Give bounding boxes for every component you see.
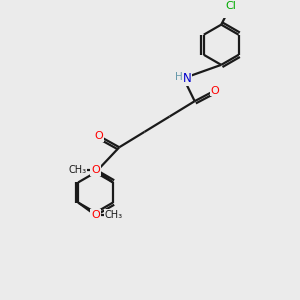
Text: O: O [91, 165, 100, 175]
Text: CH₃: CH₃ [68, 165, 86, 175]
Text: O: O [210, 85, 219, 96]
Text: H: H [175, 72, 182, 82]
Text: O: O [91, 210, 100, 220]
Text: O: O [95, 131, 103, 141]
Text: Cl: Cl [226, 1, 236, 11]
Text: N: N [182, 72, 191, 85]
Text: CH₃: CH₃ [104, 210, 123, 220]
